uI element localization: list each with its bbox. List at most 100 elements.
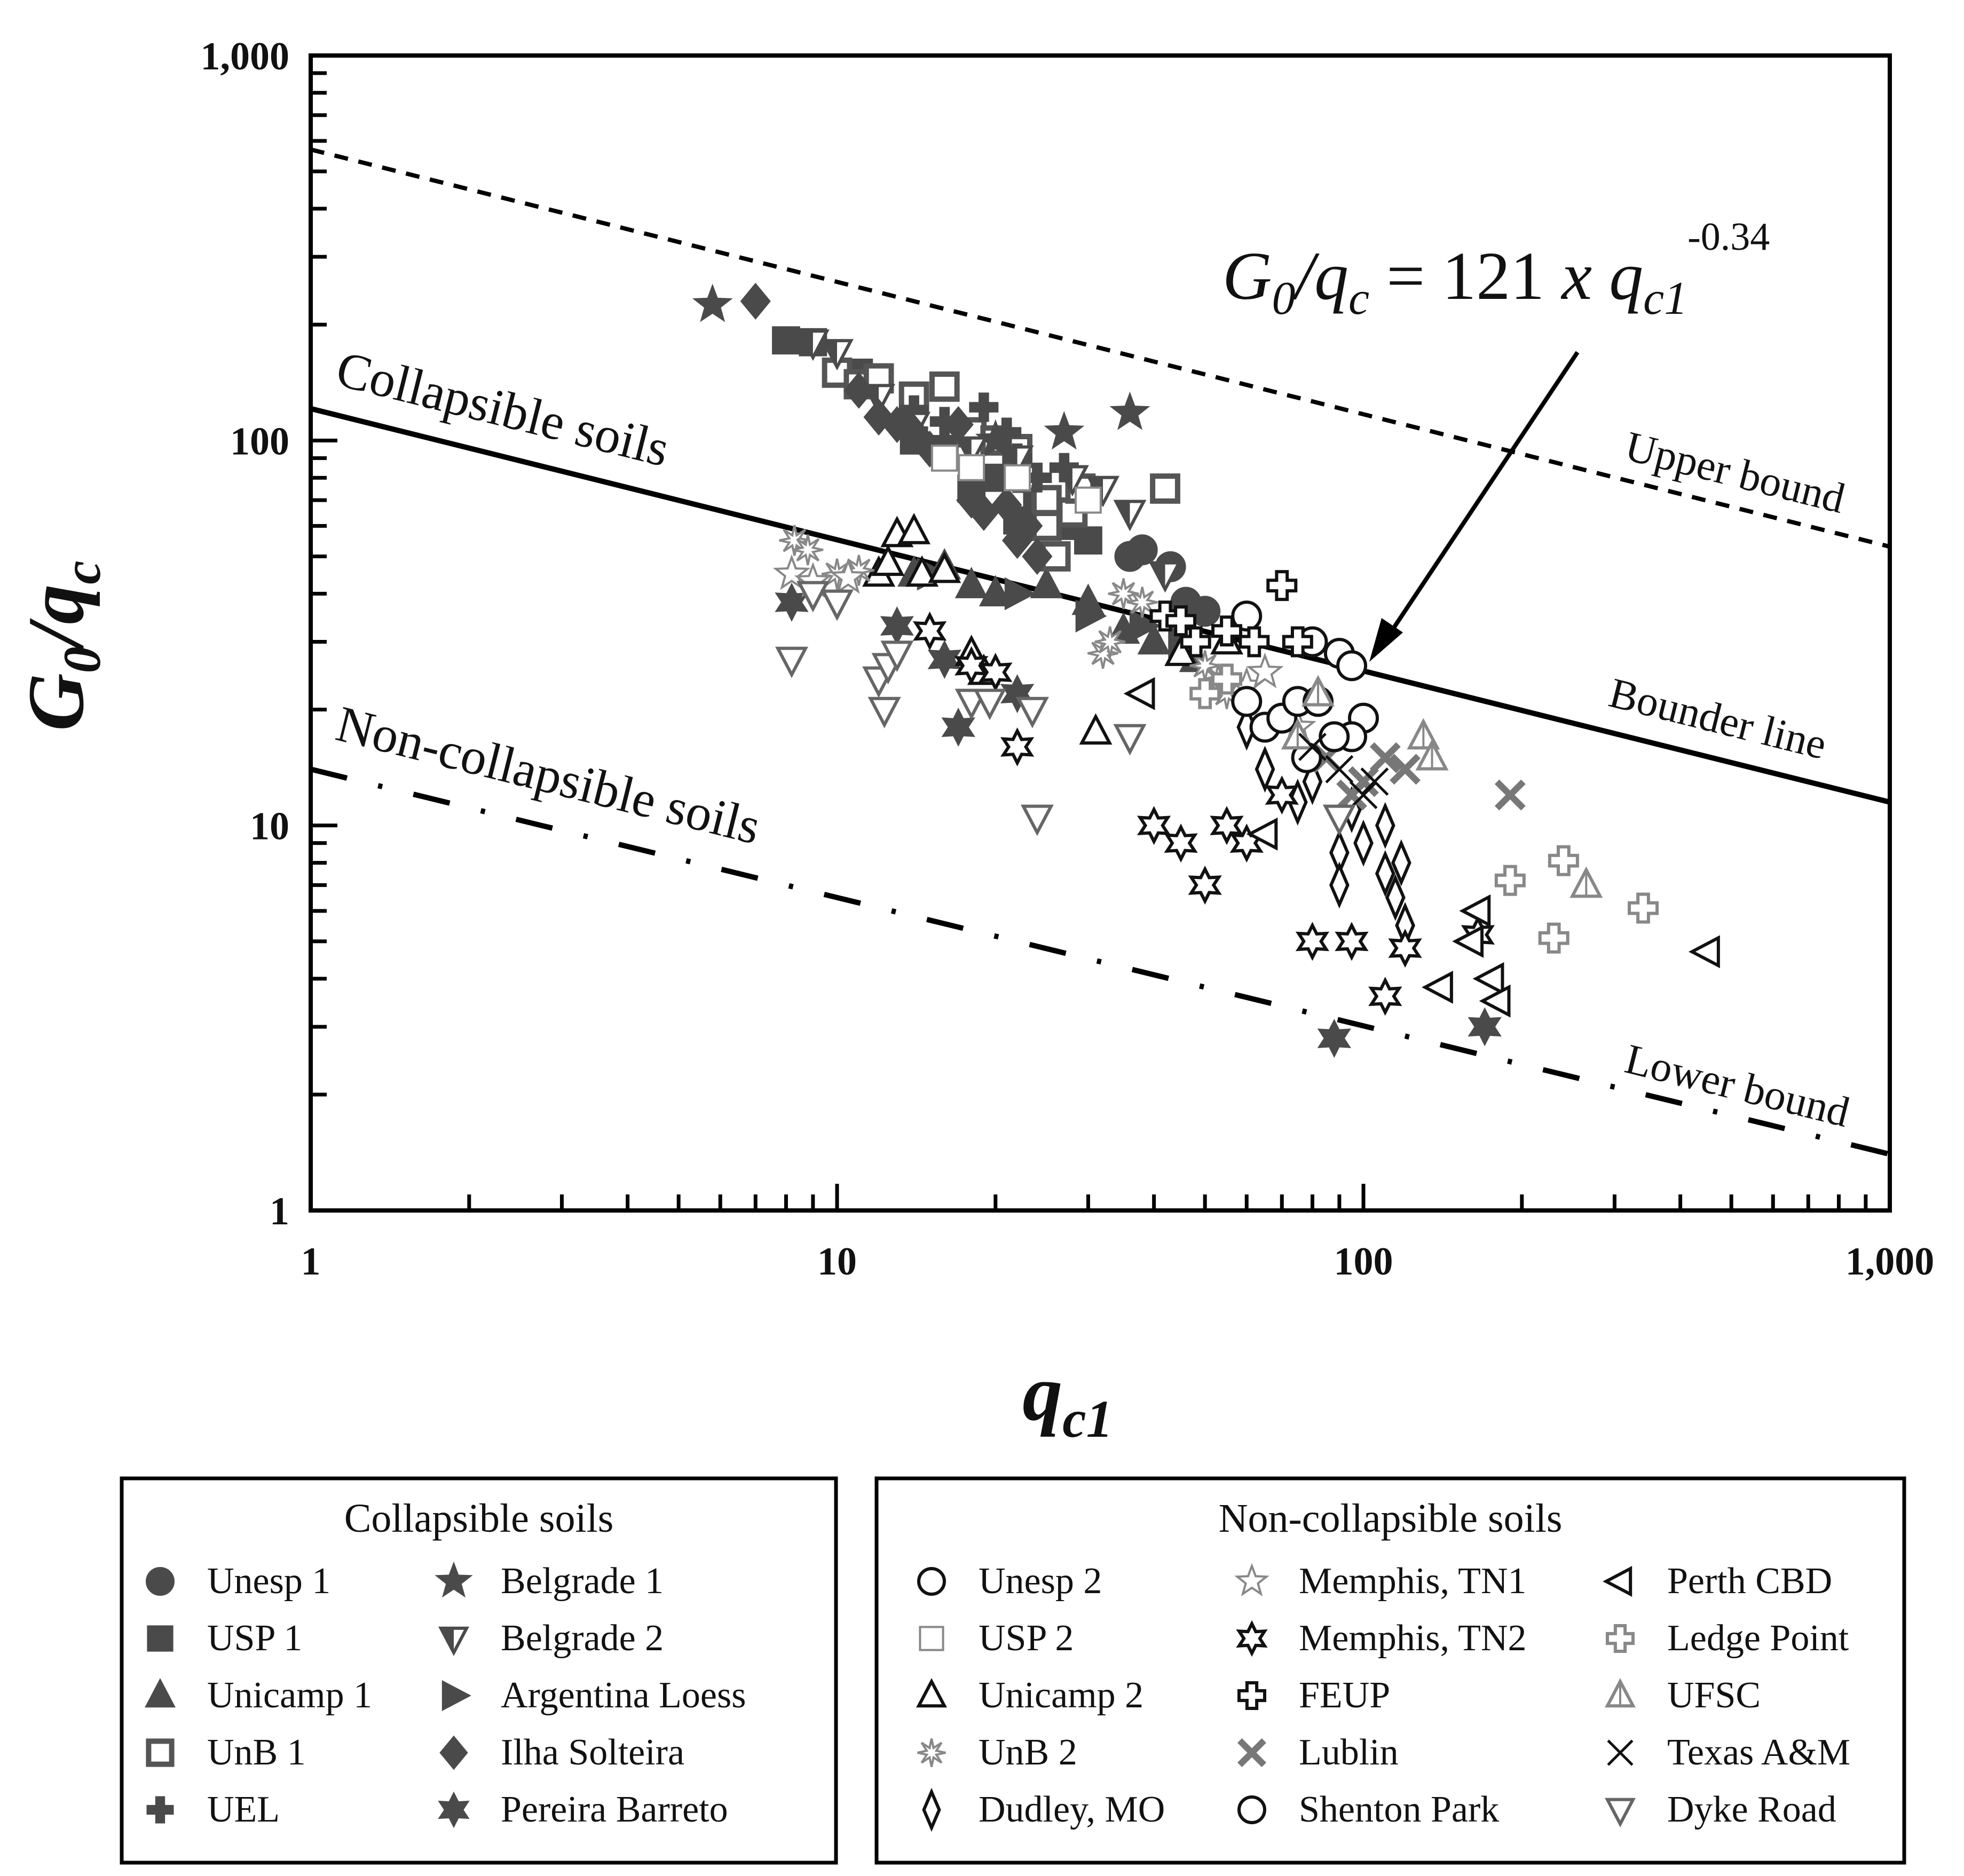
point-shenton-park-0 [1231,686,1263,717]
legend-marker-belgrade-1 [435,1561,473,1598]
bounder-line-label: Bounder line [1605,669,1831,769]
legend-marker-ufsc [1605,1678,1636,1708]
point-ufsc-0 [1281,718,1314,750]
point-memphis-tn2-13 [1388,929,1422,968]
point-ufsc-3 [1415,739,1449,771]
legend-marker-pereira-barreto [438,1791,470,1828]
point-dyke-road-4 [867,696,901,729]
legend-box-collapsible [120,1476,838,1865]
legend-item-texas-a-m: Texas A&M [1607,1732,1850,1773]
point-feup-1 [1165,605,1197,637]
point-ilha-solteira-0 [740,282,771,320]
point-unb-1-4 [929,371,960,402]
legend-label-shenton-park: Shenton Park [1299,1789,1499,1830]
legend-item-unb-1: UnB 1 [146,1732,306,1773]
legend-item-uel: UEL [146,1789,280,1830]
point-belgrade-2-6 [1055,465,1089,497]
legend-label-belgrade-1: Belgrade 1 [501,1561,664,1602]
point-unesp-1-1 [1126,534,1158,566]
legend-label-perth-cbd: Perth CBD [1667,1561,1832,1602]
point-dyke-road-11 [1113,724,1147,756]
series-perth-cbd [1123,677,1720,1018]
legend-label-ilha-solteira: Ilha Solteira [501,1732,684,1773]
point-belgrade-1-2 [1044,411,1085,450]
point-argentina-loess-2 [1075,599,1107,633]
point-memphis-tn2-9 [1265,775,1299,815]
point-memphis-tn2-7 [1210,806,1244,845]
series-usp-2 [930,444,1102,514]
point-pereira-barreto-1 [880,606,914,646]
legend-marker-unb-1 [146,1738,175,1767]
point-pereira-barreto-4 [1000,674,1035,714]
point-ledge-point-3 [1538,922,1569,954]
point-texas-a-m-0 [1298,732,1327,761]
point-belgrade-2-4-half [957,438,972,465]
point-memphis-tn2-4 [1137,806,1171,845]
point-unicamp-1-4 [1030,567,1063,598]
legend-item-memphis-tn2: Memphis, TN2 [1236,1618,1527,1659]
legend-title-noncollapsible: Non-collapsible soils [1219,1496,1563,1541]
point-usp-1-11 [1074,526,1102,555]
legend-marker-unicamp-1 [145,1678,176,1708]
point-uel-1 [929,407,959,437]
series-lublin [1311,742,1526,811]
point-ufsc-2 [1407,718,1440,750]
legend-marker-belgrade-2-half [441,1628,454,1653]
point-belgrade-2-9 [1148,561,1182,593]
point-memphis-tn2-10 [1295,922,1330,961]
legend-label-usp-1: USP 1 [207,1618,302,1659]
point-usp-2-0 [930,444,958,472]
point-unicamp-1-7 [1137,623,1171,655]
equation-arrow-head [1369,618,1403,662]
point-memphis-tn2-3 [1000,727,1035,766]
series-ufsc [1281,675,1603,898]
point-perth-cbd-4 [1459,894,1491,928]
legend-item-unicamp-2: Unicamp 2 [916,1675,1143,1716]
bounder-line-line [311,406,1890,805]
legend-marker-lublin-b [1237,1738,1267,1768]
point-ilha-solteira-11 [1012,507,1043,544]
point-pereira-barreto-2 [927,639,961,679]
point-belgrade-2-1-half [823,341,837,367]
point-perth-cbd-5 [1472,962,1504,995]
legend-label-argentina-loess: Argentina Loess [501,1675,746,1716]
point-texas-a-m-1-b [1325,755,1354,783]
point-memphis-tn2-11 [1335,922,1369,961]
point-dyke-road-2 [821,589,854,621]
point-perth-cbd-7 [1689,935,1720,969]
legend-item-ilha-solteira: Ilha Solteira [439,1732,684,1773]
legend-label-memphis-tn2: Memphis, TN2 [1299,1618,1527,1659]
legend-layer: Collapsible soils Non-collapsible soils Un… [120,1476,1906,1865]
point-belgrade-2-4 [955,436,988,468]
plot-area [311,147,1890,1157]
y-tick-label: 1,000 [201,35,290,78]
point-pereira-barreto-0 [775,582,809,622]
point-ledge-point-2 [1494,865,1526,896]
point-belgrade-2-8-half [1116,501,1130,528]
legend-label-memphis-tn1: Memphis, TN1 [1299,1561,1527,1602]
point-unicamp-2-8 [1079,713,1113,745]
legend-marker-unb-2 [917,1738,946,1767]
point-texas-a-m-3-b [1360,767,1389,796]
legend-label-unicamp-1: Unicamp 1 [207,1675,372,1716]
point-feup-3 [1211,615,1242,647]
legend-item-unb-2: UnB 2 [917,1732,1077,1773]
legend-label-pereira-barreto: Pereira Barreto [501,1789,728,1830]
legend-marker-ilha-solteira [439,1735,468,1770]
y-tick-label: 100 [230,419,289,463]
point-ufsc-4 [1569,866,1603,898]
x-axis-label: qc1 [1022,1349,1113,1448]
point-dyke-road-6 [880,640,914,672]
legend-item-unicamp-1: Unicamp 1 [145,1675,372,1716]
series-ilha-solteira [740,282,1053,575]
point-usp-1-0 [772,326,800,355]
legend-item-usp-1: USP 1 [147,1618,302,1659]
legend-marker-dyke-road [1605,1798,1636,1827]
point-argentina-loess-3 [1129,609,1161,643]
legend-marker-shenton-park [1237,1795,1266,1824]
point-argentina-loess-1 [1004,577,1036,611]
point-unicamp-2-5 [928,551,961,583]
point-dyke-road-9 [1015,696,1049,729]
